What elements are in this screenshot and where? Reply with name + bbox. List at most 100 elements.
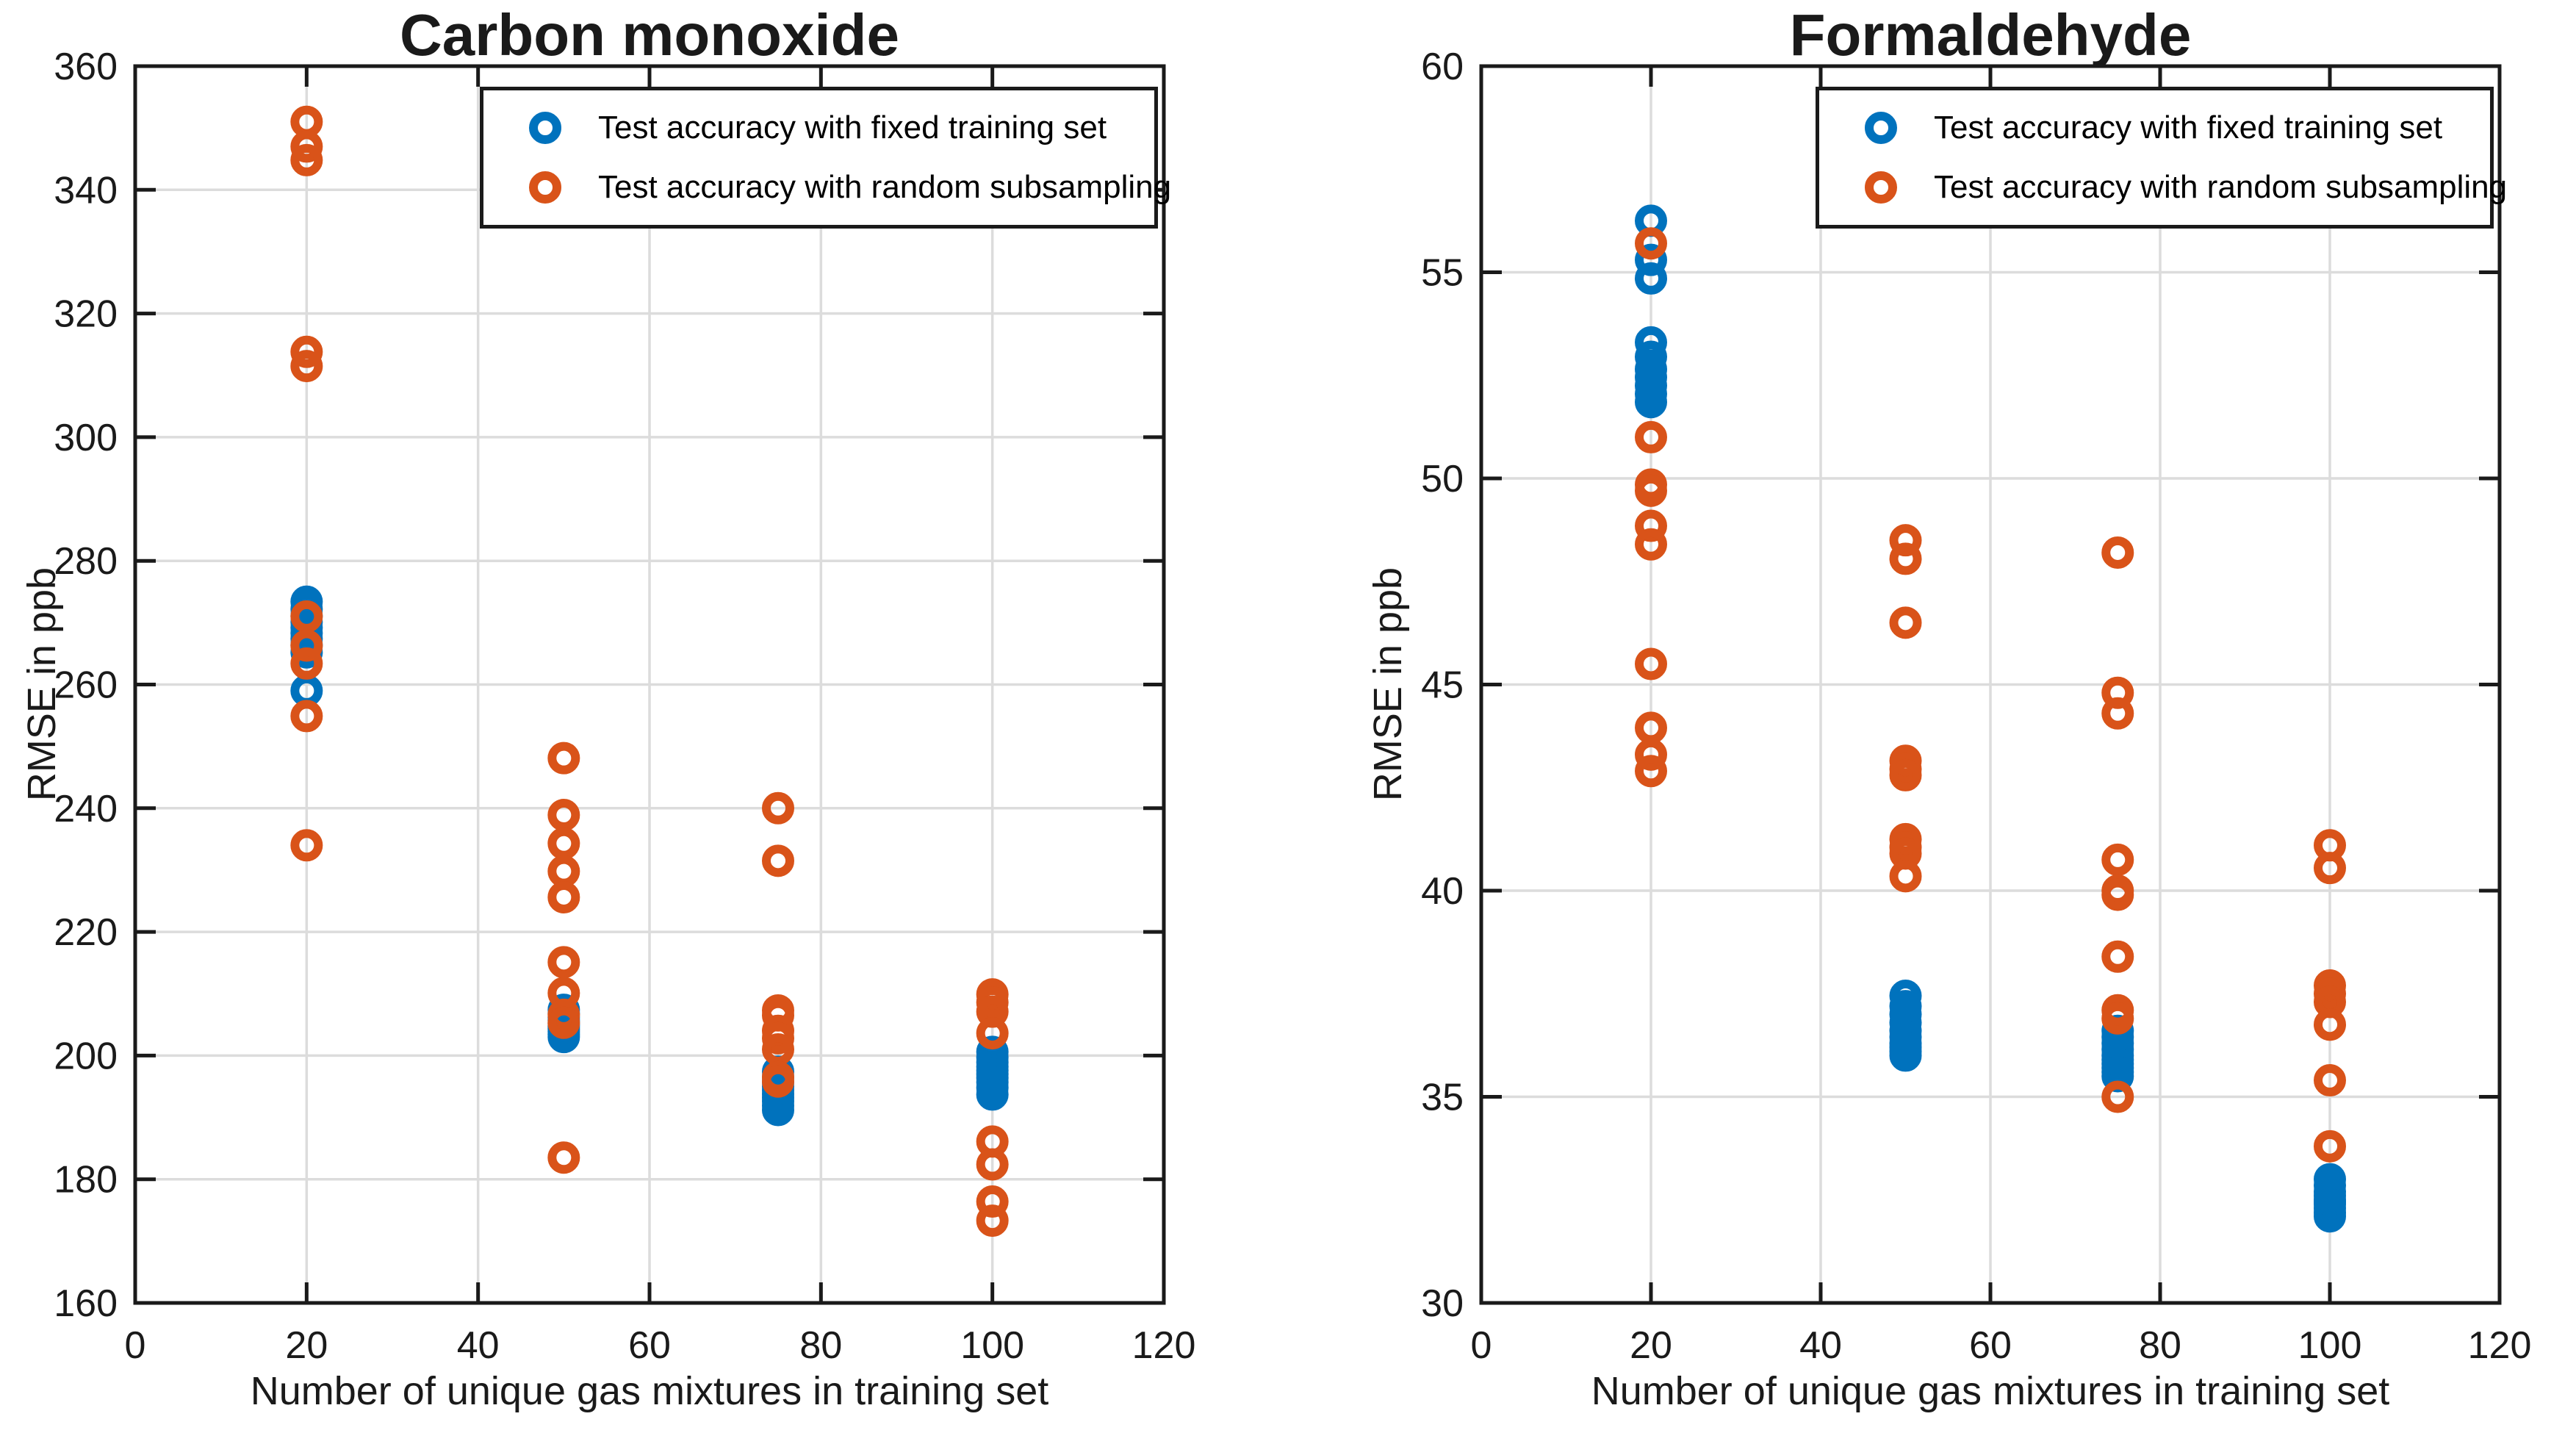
y-tick-label: 360 [54,46,118,88]
data-point-random-subsampling [290,335,323,368]
data-point-random-subsampling [1635,227,1667,260]
chart-title-formaldehyde: Formaldehyde [1789,2,2192,68]
data-point-fixed-training [1889,1039,1922,1072]
y-axis-label-right: RMSE in ppb [1366,567,1410,802]
data-point-random-subsampling [1635,755,1667,788]
y-tick-label: 180 [54,1159,118,1202]
y-tick-label: 340 [54,169,118,212]
data-point-random-subsampling [1889,524,1922,557]
legend-entry: Test accuracy with fixed training set [1865,109,2490,146]
legend-right: Test accuracy with fixed training set Te… [1816,87,2507,229]
legend-entry: Test accuracy with random subsampling [529,169,1171,205]
data-point-fixed-training [1635,386,1667,419]
data-point-random-subsampling [2101,536,2134,569]
y-tick-label: 50 [1421,458,1464,500]
data-point-random-subsampling [547,827,580,860]
data-point-random-subsampling [547,1006,580,1039]
data-point-random-subsampling [547,855,580,888]
x-tick-label: 80 [2139,1324,2181,1367]
y-tick-label: 320 [54,293,118,336]
x-axis-label-right: Number of unique gas mixtures in trainin… [1591,1369,2390,1413]
x-tick-label: 20 [1630,1324,1672,1367]
random-subsampling-marker-icon [529,171,561,204]
x-tick-label: 40 [1799,1324,1842,1367]
y-tick-label: 55 [1421,252,1464,295]
data-point-random-subsampling [2101,878,2134,911]
random-subsampling-marker-icon [1865,171,1897,204]
x-tick-label: 60 [628,1324,671,1367]
data-point-random-subsampling [290,130,323,163]
data-point-random-subsampling [290,647,323,680]
data-point-fixed-training [1635,262,1667,295]
data-point-random-subsampling [2101,1002,2134,1035]
legend-entry-label: Test accuracy with fixed training set [1934,109,2443,146]
legend-entry: Test accuracy with random subsampling [1865,169,2507,205]
chart-title-carbon-monoxide: Carbon monoxide [399,2,900,68]
x-tick-label: 100 [960,1324,1024,1367]
data-point-random-subsampling [1635,509,1667,542]
x-tick-label: 40 [457,1324,500,1367]
data-point-fixed-training [2314,1200,2346,1233]
data-point-random-subsampling [2314,1008,2346,1041]
y-tick-label: 200 [54,1035,118,1077]
data-point-random-subsampling [547,946,580,979]
data-point-random-subsampling [1635,528,1667,561]
legend-entry-label: Test accuracy with fixed training set [598,109,1107,146]
legend-entry: Test accuracy with fixed training set [529,109,1154,146]
data-point-random-subsampling [2101,697,2134,730]
y-tick-label: 300 [54,417,118,459]
x-tick-label: 60 [1969,1324,2012,1367]
y-tick-label: 240 [54,788,118,830]
data-point-random-subsampling [2314,1129,2346,1163]
data-point-random-subsampling [2101,1080,2134,1113]
y-tick-label: 260 [54,664,118,707]
data-point-random-subsampling [2101,940,2134,973]
y-tick-label: 45 [1421,664,1464,707]
x-tick-label: 120 [2468,1324,2532,1367]
data-point-random-subsampling [762,791,794,825]
data-point-random-subsampling [290,143,323,176]
data-point-random-subsampling [290,350,323,383]
y-tick-label: 220 [54,911,118,954]
data-point-fixed-training [976,1078,1009,1111]
data-point-random-subsampling [976,1148,1009,1181]
y-tick-label: 40 [1421,870,1464,913]
data-point-random-subsampling [1889,860,1922,893]
y-tick-label: 60 [1421,46,1464,88]
data-point-random-subsampling [547,880,580,913]
data-point-fixed-training [1635,243,1667,276]
legend-entry-label: Test accuracy with random subsampling [1934,169,2508,206]
data-point-random-subsampling [1889,758,1922,791]
data-point-random-subsampling [547,1141,580,1174]
data-point-fixed-training [762,1093,794,1127]
data-point-random-subsampling [2314,852,2346,885]
fixed-training-marker-icon [529,111,561,144]
y-axis-label-left: RMSE in ppb [20,567,64,802]
data-point-random-subsampling [547,741,580,775]
data-point-random-subsampling [2101,843,2134,876]
x-tick-label: 100 [2298,1324,2362,1367]
data-point-random-subsampling [290,700,323,733]
data-point-random-subsampling [1889,542,1922,575]
data-point-random-subsampling [2314,1064,2346,1097]
data-point-random-subsampling [1889,606,1922,639]
data-point-random-subsampling [762,1021,794,1055]
x-tick-label: 20 [285,1324,328,1367]
y-tick-label: 280 [54,540,118,583]
x-axis-label-left: Number of unique gas mixtures in trainin… [250,1369,1049,1413]
data-point-random-subsampling [1635,474,1667,507]
legend-entry-label: Test accuracy with random subsampling [598,169,1172,206]
data-point-random-subsampling [290,600,323,633]
data-point-random-subsampling [762,1065,794,1098]
data-point-random-subsampling [547,799,580,832]
legend-left: Test accuracy with fixed training set Te… [480,87,1171,229]
y-tick-label: 30 [1421,1282,1464,1325]
data-point-random-subsampling [976,1017,1009,1050]
data-point-random-subsampling [290,629,323,662]
data-point-random-subsampling [976,1204,1009,1238]
data-point-random-subsampling [1635,738,1667,771]
data-point-random-subsampling [290,829,323,862]
y-tick-label: 35 [1421,1077,1464,1119]
